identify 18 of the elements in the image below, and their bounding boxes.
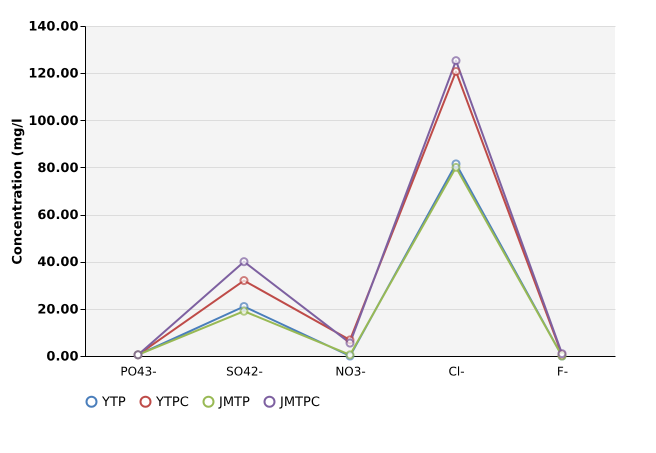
y-tick-label: 140.00 <box>28 20 78 34</box>
y-tick-label: 0.00 <box>46 350 78 364</box>
x-tick-label: NO3- <box>335 364 366 378</box>
y-tick-label: 100.00 <box>28 114 78 129</box>
x-tick-label: Cl- <box>448 364 465 378</box>
y-tick-label: 60.00 <box>37 208 78 224</box>
legend-label: JMTPC <box>279 394 320 410</box>
legend-label: YTPC <box>155 394 189 410</box>
y-axis-title: Concentration (mg/l <box>10 118 26 265</box>
x-tick-label: F- <box>556 364 568 378</box>
legend-label: JMTP <box>218 394 250 410</box>
legend-label: YTP <box>101 394 126 410</box>
y-tick-label: 20.00 <box>37 302 78 318</box>
y-tick-label: 40.00 <box>37 255 78 270</box>
y-tick-label: 80.00 <box>37 160 78 176</box>
x-tick-label: SO42- <box>226 364 263 378</box>
y-tick-label: 120.00 <box>28 66 78 82</box>
x-tick-label: PO43- <box>120 364 157 378</box>
